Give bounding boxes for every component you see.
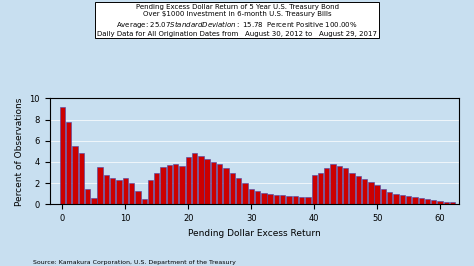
Bar: [135, 191, 141, 205]
Bar: [116, 180, 122, 205]
Bar: [148, 180, 153, 205]
Bar: [230, 173, 235, 205]
Bar: [60, 107, 65, 205]
Bar: [242, 183, 247, 205]
Bar: [330, 164, 336, 205]
Bar: [318, 173, 323, 205]
Bar: [286, 196, 292, 205]
X-axis label: Pending Dollar Excess Return: Pending Dollar Excess Return: [188, 229, 321, 238]
Bar: [311, 175, 317, 205]
Text: Pending Excess Dollar Return of 5 Year U.S. Treasury Bond
Over $1000 Investment : Pending Excess Dollar Return of 5 Year U…: [97, 4, 377, 37]
Bar: [66, 122, 72, 205]
Bar: [412, 197, 418, 205]
Bar: [160, 167, 166, 205]
Bar: [248, 189, 254, 205]
Bar: [305, 197, 310, 205]
Bar: [179, 166, 185, 205]
Bar: [419, 198, 424, 205]
Bar: [261, 193, 266, 205]
Bar: [211, 162, 216, 205]
Bar: [72, 146, 78, 205]
Bar: [368, 182, 374, 205]
Bar: [85, 189, 90, 205]
Bar: [406, 196, 411, 205]
Bar: [217, 164, 222, 205]
Y-axis label: Percent of Observations: Percent of Observations: [15, 97, 24, 206]
Bar: [255, 191, 260, 205]
Bar: [198, 156, 203, 205]
Bar: [438, 201, 443, 205]
Bar: [223, 168, 229, 205]
Bar: [374, 185, 380, 205]
Bar: [142, 199, 147, 205]
Bar: [444, 202, 449, 205]
Bar: [400, 195, 405, 205]
Text: Source: Kamakura Corporation, U.S. Department of the Treasury: Source: Kamakura Corporation, U.S. Depar…: [33, 260, 236, 265]
Bar: [431, 200, 437, 205]
Bar: [337, 166, 342, 205]
Bar: [167, 165, 172, 205]
Bar: [349, 173, 355, 205]
Bar: [274, 195, 279, 205]
Bar: [324, 168, 329, 205]
Bar: [154, 173, 159, 205]
Bar: [425, 199, 430, 205]
Bar: [343, 168, 348, 205]
Bar: [381, 189, 386, 205]
Bar: [299, 197, 304, 205]
Bar: [267, 194, 273, 205]
Bar: [123, 178, 128, 205]
Bar: [79, 153, 84, 205]
Bar: [356, 176, 361, 205]
Bar: [98, 167, 103, 205]
Bar: [280, 195, 285, 205]
Bar: [450, 202, 456, 205]
Bar: [91, 198, 97, 205]
Bar: [104, 175, 109, 205]
Bar: [204, 159, 210, 205]
Bar: [362, 179, 367, 205]
Bar: [292, 196, 298, 205]
Bar: [192, 153, 197, 205]
Bar: [129, 183, 134, 205]
Bar: [110, 178, 115, 205]
Bar: [393, 194, 399, 205]
Bar: [186, 157, 191, 205]
Bar: [173, 164, 178, 205]
Bar: [387, 192, 392, 205]
Bar: [236, 178, 241, 205]
